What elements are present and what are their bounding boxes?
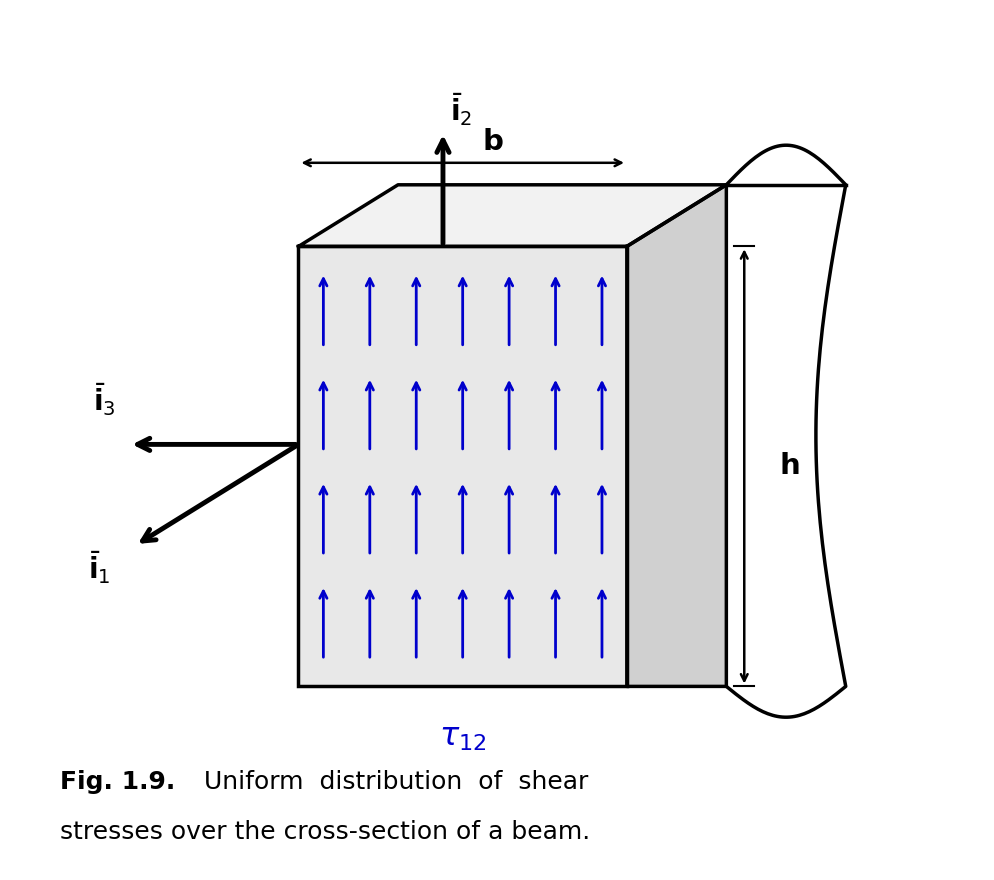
- Text: stresses over the cross-section of a beam.: stresses over the cross-section of a bea…: [60, 820, 589, 844]
- Text: Fig. 1.9.: Fig. 1.9.: [60, 770, 175, 794]
- Text: $\mathbf{b}$: $\mathbf{b}$: [481, 128, 503, 156]
- Bar: [298, 246, 626, 686]
- Text: $\tau_{12}$: $\tau_{12}$: [438, 722, 486, 752]
- Text: $\bar{\mathbf{i}}_1$: $\bar{\mathbf{i}}_1$: [88, 550, 110, 586]
- Text: $\bar{\mathbf{i}}_2$: $\bar{\mathbf{i}}_2$: [449, 92, 471, 128]
- Polygon shape: [298, 185, 726, 246]
- Text: Uniform  distribution  of  shear: Uniform distribution of shear: [204, 770, 587, 794]
- Text: $\bar{\mathbf{i}}_3$: $\bar{\mathbf{i}}_3$: [93, 382, 115, 418]
- Text: $\mathbf{h}$: $\mathbf{h}$: [778, 452, 799, 480]
- Polygon shape: [626, 185, 726, 686]
